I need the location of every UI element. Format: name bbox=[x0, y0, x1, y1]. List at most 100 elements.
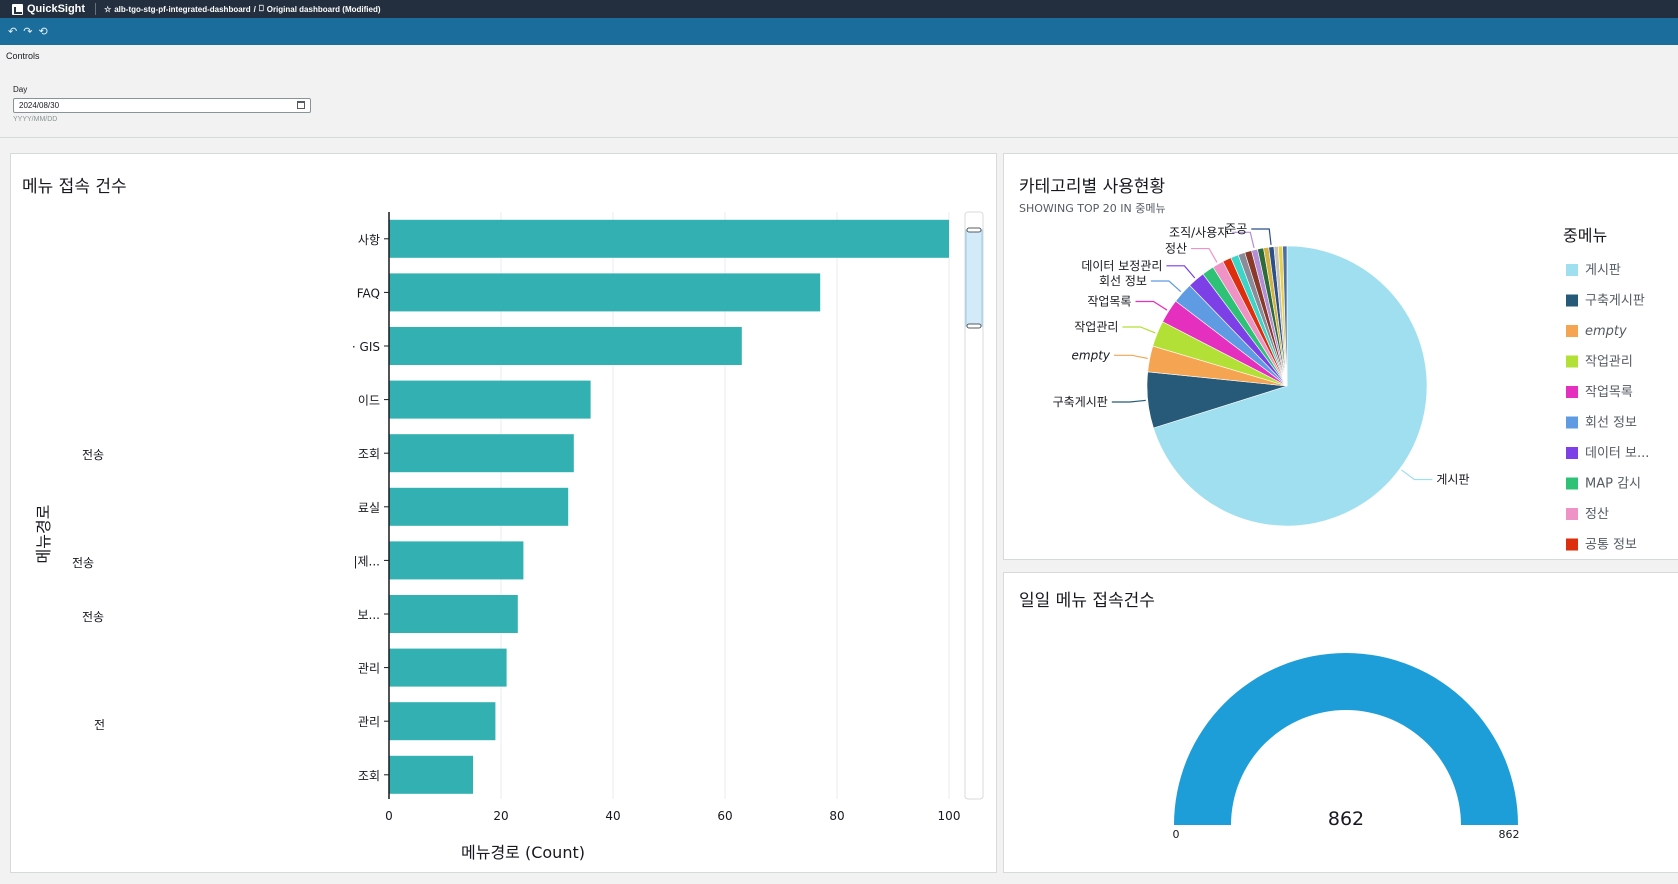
scrollbar-track[interactable] bbox=[964, 211, 984, 800]
pie-callout-line bbox=[1122, 326, 1156, 334]
breadcrumb-dashboard[interactable]: Original dashboard (Modified) bbox=[266, 4, 381, 14]
breadcrumb-separator: / bbox=[253, 4, 256, 14]
bar-x-tick-label: 60 bbox=[717, 809, 732, 823]
bar-category-label: 보... bbox=[358, 608, 380, 622]
bookmark-icon[interactable]: ⎕ bbox=[258, 4, 264, 13]
pie-legend-label[interactable]: empty bbox=[1585, 324, 1627, 339]
pie-legend-label[interactable]: 작업목록 bbox=[1585, 385, 1633, 400]
pie-slice[interactable] bbox=[1282, 245, 1288, 387]
pie-legend-swatch[interactable] bbox=[1566, 264, 1578, 276]
bar[interactable] bbox=[389, 380, 591, 419]
calendar-icon[interactable] bbox=[297, 101, 305, 109]
pie-callout-label: 준공 bbox=[1225, 222, 1247, 236]
day-date-input[interactable]: 2024/08/30 bbox=[13, 98, 311, 113]
bar-category-label: 료실 bbox=[358, 501, 380, 515]
bar[interactable] bbox=[389, 434, 574, 473]
toolbar: ↶ ↷ ⟲ bbox=[0, 18, 1678, 45]
pie-callout-line bbox=[1166, 265, 1196, 279]
bar-chart-panel[interactable]: 메뉴 접속 건수 전송 전송 전송 전 사항 FAQ · GIS 이드 조회 료실 |제..… bbox=[10, 153, 997, 873]
pie-callout-label: 정산 bbox=[1165, 242, 1187, 256]
bar-x-tick-labels: 0 20 40 60 80 100 bbox=[385, 809, 960, 823]
pie-callout-line bbox=[1401, 469, 1433, 481]
pie-legend-swatch[interactable] bbox=[1566, 447, 1578, 459]
bar[interactable] bbox=[389, 327, 742, 365]
bar-x-tick-label: 80 bbox=[829, 809, 844, 823]
pie-legend-label[interactable]: 데이터 보... bbox=[1585, 446, 1649, 461]
pie-chart-title: 카테고리별 사용현황 bbox=[1019, 177, 1166, 197]
pie-legend-label[interactable]: 정산 bbox=[1585, 507, 1609, 522]
quicksight-logo-icon bbox=[12, 3, 23, 15]
gauge-panel[interactable]: 일일 메뉴 접속건수 862 0 862 bbox=[1003, 572, 1678, 873]
pie-slices bbox=[1146, 245, 1428, 527]
undo-icon[interactable]: ↶ bbox=[8, 25, 18, 38]
star-icon[interactable]: ☆ bbox=[104, 4, 112, 14]
bar-x-tick-label: 20 bbox=[493, 809, 508, 823]
bar-category-label: |제... bbox=[353, 554, 380, 568]
gauge-fill bbox=[1174, 653, 1518, 825]
bar[interactable] bbox=[389, 219, 949, 258]
pie-legend-label[interactable]: 구축게시판 bbox=[1585, 294, 1645, 309]
pie-callout-label: 구축게시판 bbox=[1053, 395, 1108, 409]
scrollbar-handle-top[interactable] bbox=[966, 227, 982, 233]
bar-category-label: 조회 bbox=[358, 447, 380, 461]
bar-category-label: · GIS bbox=[352, 340, 380, 354]
day-format-hint: YYYY/MM/DD bbox=[13, 116, 58, 123]
bar-category-label: 관리 bbox=[358, 662, 380, 676]
pie-legend-label[interactable]: 공통 정보 bbox=[1585, 538, 1637, 553]
pie-callout-line bbox=[1135, 300, 1168, 311]
left-label-3: 전송 bbox=[82, 610, 105, 624]
pie-legend-label[interactable]: 작업관리 bbox=[1585, 355, 1633, 370]
pie-legend-label[interactable]: MAP 감시 bbox=[1585, 477, 1641, 492]
pie-callout-label: 게시판 bbox=[1436, 472, 1469, 486]
bar-category-label: 조회 bbox=[358, 769, 380, 783]
controls-panel: Controls Day 2024/08/30 YYYY/MM/DD bbox=[0, 45, 1678, 138]
reset-icon[interactable]: ⟲ bbox=[38, 25, 48, 38]
pie-legend-label[interactable]: 회선 정보 bbox=[1585, 416, 1637, 431]
pie-callout-line bbox=[1251, 228, 1272, 245]
pie-chart-subtitle: SHOWING TOP 20 IN 중메뉴 bbox=[1019, 202, 1166, 215]
pie-chart-panel[interactable]: 카테고리별 사용현황 SHOWING TOP 20 IN 중메뉴 중메뉴 게시판… bbox=[1003, 153, 1678, 560]
pie-legend-swatch[interactable] bbox=[1566, 477, 1578, 490]
pie-legend-swatch[interactable] bbox=[1566, 508, 1578, 520]
redo-icon[interactable]: ↷ bbox=[23, 25, 33, 38]
top-bar: QuickSight ☆ alb-tgo-stg-pf-integrated-d… bbox=[0, 0, 1678, 18]
pie-legend-swatch[interactable] bbox=[1566, 294, 1578, 307]
bar-category-label: 이드 bbox=[358, 394, 380, 408]
bar-x-tick-label: 0 bbox=[385, 809, 393, 823]
scrollbar-thumb[interactable] bbox=[965, 229, 983, 327]
bar-category-label: 관리 bbox=[358, 715, 380, 729]
pie-legend-swatch[interactable] bbox=[1566, 538, 1578, 551]
breadcrumb-analysis[interactable]: alb-tgo-stg-pf-integrated-dashboard bbox=[114, 4, 251, 14]
bar-y-axis-title: 메뉴경로 bbox=[34, 505, 53, 564]
quicksight-logo[interactable]: QuickSight bbox=[0, 3, 85, 15]
pie-legend-label[interactable]: 게시판 bbox=[1585, 263, 1621, 278]
pie-callout-line bbox=[1111, 399, 1146, 403]
bar[interactable] bbox=[389, 487, 569, 526]
bar[interactable] bbox=[389, 702, 496, 741]
bar[interactable] bbox=[389, 755, 473, 794]
pie-legend-swatch[interactable] bbox=[1566, 355, 1578, 368]
scrollbar-handle-bottom[interactable] bbox=[966, 323, 982, 329]
left-label-1: 전송 bbox=[82, 448, 105, 462]
pie-slice[interactable] bbox=[1153, 245, 1428, 527]
bar[interactable] bbox=[389, 648, 507, 687]
gauge-chart[interactable]: 862 0 862 bbox=[1004, 573, 1678, 873]
pie-legend-swatch[interactable] bbox=[1566, 325, 1578, 337]
pie-legend-swatch[interactable] bbox=[1566, 386, 1578, 398]
left-label-2: 전송 bbox=[72, 556, 95, 570]
app-name: QuickSight bbox=[27, 3, 86, 15]
bar[interactable] bbox=[389, 541, 524, 580]
bar-category-label: FAQ bbox=[357, 286, 380, 300]
controls-title[interactable]: Controls bbox=[6, 51, 40, 61]
pie-callout-line bbox=[1191, 247, 1218, 263]
pie-callout-label: 회선 정보 bbox=[1099, 274, 1147, 288]
pie-legend-swatch[interactable] bbox=[1566, 416, 1578, 429]
bar-scrollbar[interactable] bbox=[964, 211, 984, 800]
bar[interactable] bbox=[389, 595, 518, 633]
bar[interactable] bbox=[389, 273, 821, 312]
